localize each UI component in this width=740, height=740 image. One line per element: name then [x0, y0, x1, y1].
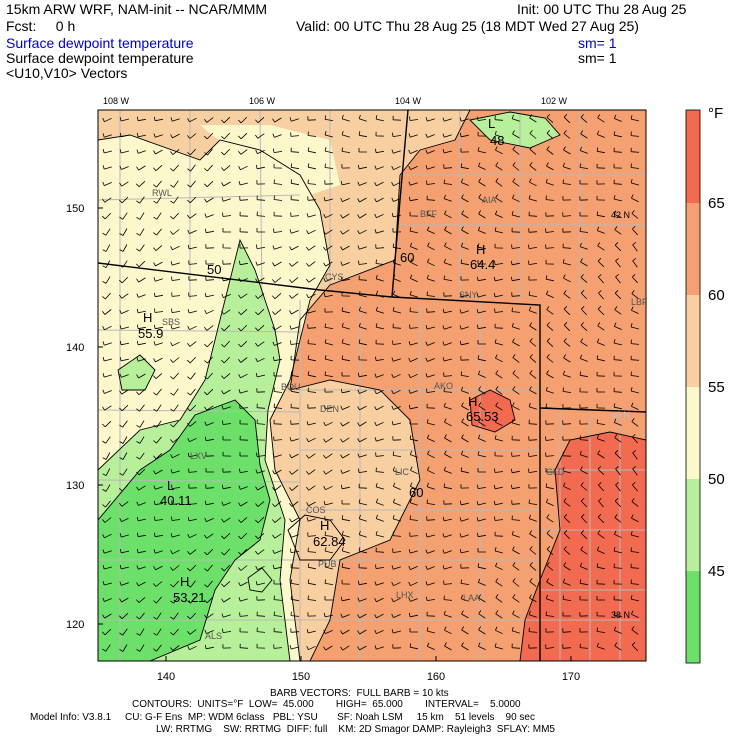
- station-label: CYS: [325, 272, 344, 282]
- station-label: LXV: [190, 451, 207, 461]
- station-label: BOU: [281, 382, 301, 392]
- model-title: 15km ARW WRF, NAM-init -- NCAR/MMM: [6, 1, 268, 17]
- low-value: 40.11: [160, 493, 192, 508]
- high-value: 65.53: [466, 409, 499, 424]
- colorbar-bin: [686, 387, 700, 479]
- contour-label: 50: [207, 262, 221, 277]
- shade-below-45: [98, 400, 270, 661]
- high-value: 53.21: [173, 590, 206, 605]
- lon-label-108w: 108 W: [103, 96, 130, 106]
- field-smoothing-shaded: sm= 1: [578, 35, 617, 51]
- colorbar-bin: [686, 479, 700, 571]
- dewpoint-map: 108 W 106 W 104 W 102 W 42 N 40 N 38 N 1…: [66, 96, 725, 683]
- y-tick-120: 120: [66, 619, 84, 631]
- wind-barbs: [102, 114, 640, 652]
- high-value: 55.9: [138, 326, 163, 341]
- extrema-markers: L 48 H 64.4 H 55.9 H 65.53 L 40.11 H 62.…: [138, 116, 504, 605]
- contour-label: 60: [409, 485, 423, 500]
- x-tick-150: 150: [292, 671, 310, 683]
- barb-legend: BARB VECTORS: FULL BARB = 10 kts: [270, 688, 449, 699]
- colorbar-label-65: 65: [708, 195, 725, 212]
- colorbar-label-50: 50: [708, 471, 725, 488]
- contour-value-labels: 50 60 60: [207, 250, 423, 500]
- colorbar-bin: [686, 295, 700, 387]
- field-title-shaded: Surface dewpoint temperature: [6, 35, 194, 51]
- longitude-labels: 108 W 106 W 104 W 102 W: [103, 96, 568, 106]
- shade-45-50-north: [470, 112, 560, 148]
- station-label: SNY: [459, 290, 478, 300]
- lon-label-104w: 104 W: [395, 96, 422, 106]
- high-value: 62.84: [313, 534, 346, 549]
- low-marker: L: [488, 116, 495, 131]
- model-info: Model Info: V3.8.1 CU: G-F Ens MP: WDM 6…: [30, 712, 535, 723]
- lat-label-38n: 38 N: [611, 610, 630, 620]
- lon-label-102w: 102 W: [541, 96, 568, 106]
- lon-label-106w: 106 W: [249, 96, 276, 106]
- colorbar-bin: [686, 110, 700, 203]
- station-label: SBS: [162, 317, 180, 327]
- high-marker: H: [143, 310, 152, 325]
- station-labels: RWL BFF AIA CYS SNY SBS BOU DEN AKO LBF …: [152, 188, 648, 641]
- station-label: AKO: [434, 381, 453, 391]
- colorbar-bin: [686, 571, 700, 663]
- contour-label: 60: [400, 250, 414, 265]
- latitude-labels: 42 N 40 N 38 N: [611, 210, 630, 620]
- contour-legend: CONTOURS: UNITS=°F LOW= 45.000 HIGH= 65.…: [132, 699, 521, 710]
- state-boundaries: [98, 110, 646, 661]
- field-smoothing-contour: sm= 1: [578, 50, 617, 66]
- shade-above-65-se: [520, 432, 646, 661]
- wind-barb-field: [102, 114, 640, 652]
- forecast-hour: Fcst: 0 h: [6, 18, 76, 34]
- field-title-contour: Surface dewpoint temperature: [6, 50, 194, 66]
- county-lines: [98, 110, 646, 661]
- vector-title: <U10,V10> Vectors: [6, 65, 128, 81]
- station-label: DEN: [320, 404, 339, 414]
- valid-time: Valid: 00 UTC Thu 28 Aug 25 (18 MDT Wed …: [296, 18, 639, 34]
- low-value: 48: [490, 133, 504, 148]
- x-tick-160: 160: [427, 671, 445, 683]
- high-value: 64.4: [470, 257, 495, 272]
- station-label: COS: [306, 505, 326, 515]
- shade-50-55-north: [200, 125, 340, 195]
- lat-label-42n: 42 N: [611, 210, 630, 220]
- colorbar-unit: °F: [708, 105, 723, 122]
- map-frame: [97, 109, 647, 662]
- station-label: RWL: [152, 188, 172, 198]
- x-tick-170: 170: [562, 671, 580, 683]
- station-label: ALS: [205, 631, 222, 641]
- station-label: LAA: [463, 593, 480, 603]
- station-label: LHX: [396, 590, 414, 600]
- station-label: GLD: [546, 467, 565, 477]
- colorbar-label-60: 60: [708, 287, 725, 304]
- station-label: PUB: [318, 559, 337, 569]
- x-tick-140: 140: [157, 671, 175, 683]
- y-tick-130: 130: [66, 480, 84, 492]
- station-label: LBF: [631, 297, 648, 307]
- station-label: AIA: [482, 195, 497, 205]
- high-marker: H: [476, 242, 485, 257]
- colorbar-label-45: 45: [708, 563, 725, 580]
- station-label: BFF: [420, 209, 438, 219]
- high-marker: H: [468, 394, 477, 409]
- y-tick-150: 150: [66, 203, 84, 215]
- high-marker: H: [180, 574, 189, 589]
- station-label: LIC: [395, 467, 410, 477]
- colorbar-label-55: 55: [708, 379, 725, 396]
- axis-tick-marks: [98, 207, 572, 661]
- low-marker: L: [167, 478, 174, 493]
- color-bar: °F 65 60 55 50 45: [685, 105, 725, 664]
- lat-label-40n: 40 N: [611, 410, 630, 420]
- model-info-physics: LW: RRTMG SW: RRTMG DIFF: full KM: 2D Sm…: [156, 724, 555, 735]
- high-marker: H: [320, 518, 329, 533]
- init-time: Init: 00 UTC Thu 28 Aug 25: [517, 1, 687, 17]
- shade-above-65: [470, 390, 515, 432]
- x-axis-ticks: 140 150 160 170: [157, 671, 580, 683]
- contour-lines: [98, 110, 646, 661]
- y-tick-140: 140: [66, 342, 84, 354]
- colorbar-bin: [686, 203, 700, 295]
- y-axis-ticks: 150 140 130 120: [66, 203, 84, 631]
